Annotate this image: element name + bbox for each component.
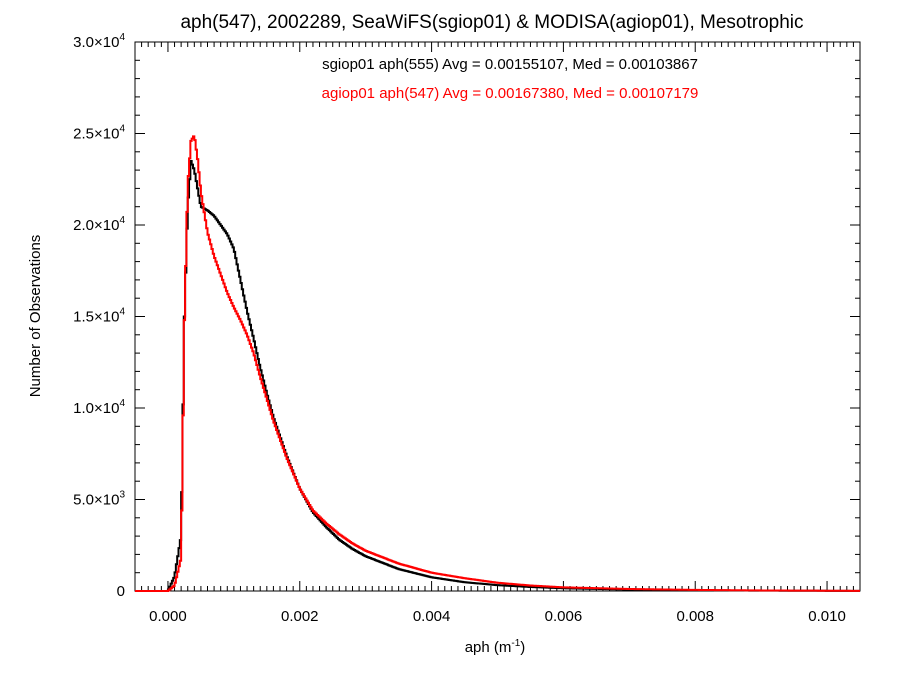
- y-axis-label: Number of Observations: [27, 235, 44, 398]
- plot-frame: [134, 41, 861, 592]
- y-tick-label: 5.0×103: [73, 490, 125, 509]
- y-tick-exponent: 4: [119, 32, 125, 43]
- y-tick-mantissa: 1.0×10: [73, 400, 119, 417]
- y-tick-mantissa: 1.5×10: [73, 309, 119, 326]
- y-tick-label: 1.0×104: [73, 398, 125, 417]
- x-axis-label-base: aph (m: [465, 639, 512, 656]
- x-axis-label-tail: ): [520, 639, 525, 656]
- y-tick-label: 0: [117, 583, 125, 600]
- series-line-0: [135, 159, 860, 592]
- y-tick-exponent: 4: [119, 215, 125, 226]
- plot-border: [134, 41, 861, 592]
- x-tick-label: 0.010: [808, 608, 846, 625]
- y-tick-label: 2.5×104: [73, 124, 125, 143]
- legend-entry-agiop01: agiop01 aph(547) Avg = 0.00167380, Med =…: [322, 85, 699, 102]
- y-tick-mantissa: 3.0×10: [73, 34, 119, 51]
- y-tick-mantissa: 2.0×10: [73, 217, 119, 234]
- x-axis-label-sup: -1: [511, 638, 520, 649]
- x-axis-label: aph (m-1): [465, 638, 526, 656]
- y-tick-exponent: 4: [119, 307, 125, 318]
- y-axis-ticks: 05.0×1031.0×1041.5×1042.0×1042.5×1043.0×…: [73, 32, 860, 600]
- chart-title: aph(547), 2002289, SeaWiFS(sgiop01) & MO…: [180, 12, 803, 33]
- y-tick-label: 3.0×104: [73, 32, 125, 51]
- y-tick-exponent: 3: [119, 490, 125, 501]
- series-layer: [135, 135, 860, 592]
- y-tick-label: 2.0×104: [73, 215, 125, 234]
- y-tick-exponent: 4: [119, 398, 125, 409]
- y-tick-exponent: 4: [119, 124, 125, 135]
- x-axis-ticks: 0.000 0.002 0.004 0.006 0.008 0.010: [134, 42, 861, 625]
- x-tick-label: 0.002: [281, 608, 319, 625]
- y-tick-mantissa: 2.5×10: [73, 126, 119, 143]
- x-tick-label: 0.006: [545, 608, 583, 625]
- x-tick-label: 0.008: [676, 608, 714, 625]
- y-tick-label: 1.5×104: [73, 307, 125, 326]
- y-tick-mantissa: 5.0×10: [73, 492, 119, 509]
- x-tick-label: 0.000: [149, 608, 187, 625]
- series-line-1: [135, 135, 860, 592]
- legend-entry-sgiop01: sgiop01 aph(555) Avg = 0.00155107, Med =…: [322, 56, 698, 73]
- x-tick-label: 0.004: [413, 608, 451, 625]
